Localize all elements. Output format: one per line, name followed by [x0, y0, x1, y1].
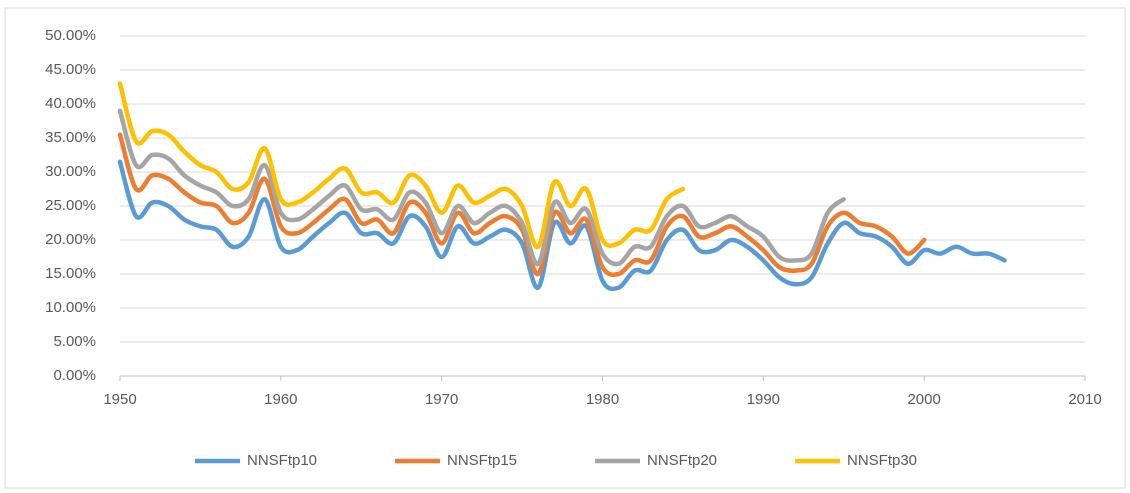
legend-label: NNSFtp20 — [647, 452, 717, 469]
y-tick-label: 45.00% — [45, 61, 96, 78]
line — [117, 159, 1007, 292]
y-tick-label: 10.00% — [45, 299, 96, 316]
y-tick-label: 40.00% — [45, 95, 96, 112]
y-tick-label: 15.00% — [45, 265, 96, 282]
y-tick-label: 25.00% — [45, 197, 96, 214]
x-tick-label: 1960 — [264, 391, 297, 408]
x-tick-label: 2010 — [1068, 391, 1101, 408]
legend-label: NNSFtp10 — [247, 452, 317, 469]
line — [117, 81, 686, 250]
y-tick-label: 5.00% — [53, 333, 96, 350]
y-tick-label: 35.00% — [45, 129, 96, 146]
x-tick-label: 1950 — [103, 391, 136, 408]
x-tick-label: 2000 — [907, 391, 940, 408]
y-tick-label: 0.00% — [53, 367, 96, 384]
chart-frame — [4, 7, 1126, 489]
line — [117, 108, 846, 267]
x-tick-label: 1980 — [586, 391, 619, 408]
line — [117, 132, 927, 277]
legend-label: NNSFtp30 — [847, 452, 917, 469]
legend-label: NNSFtp15 — [447, 452, 517, 469]
x-tick-label: 1970 — [425, 391, 458, 408]
x-tick-label: 1990 — [747, 391, 780, 408]
y-tick-label: 20.00% — [45, 231, 96, 248]
y-tick-label: 30.00% — [45, 163, 96, 180]
y-tick-label: 50.00% — [45, 27, 96, 44]
